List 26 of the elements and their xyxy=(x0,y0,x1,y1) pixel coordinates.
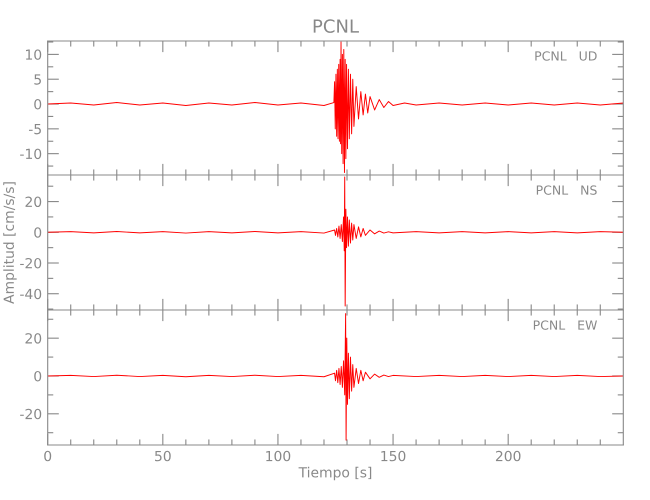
x-tick-label: 100 xyxy=(266,450,290,462)
y-tick-label: 0 xyxy=(34,370,42,382)
y-tick-label: -20 xyxy=(20,408,42,420)
y-tick-label: -10 xyxy=(20,148,42,160)
y-tick-label: -5 xyxy=(28,124,41,134)
y-tick-label: 20 xyxy=(25,196,42,208)
y-tick-label: 0 xyxy=(34,99,42,110)
x-tick-label: 0 xyxy=(44,450,52,462)
x-axis-title: Tiempo [s] xyxy=(298,466,372,480)
y-tick-label: 20 xyxy=(25,333,42,344)
y-axis-title: Amplitud [cm/s/s] xyxy=(3,182,17,304)
annotation: PCNL NS xyxy=(536,185,597,195)
line-series xyxy=(48,42,624,174)
annotation: PCNL UD xyxy=(535,51,597,61)
x-tick-label: 50 xyxy=(155,450,171,462)
line-series xyxy=(48,313,624,441)
x-tick-label: 150 xyxy=(381,450,406,462)
x-tick-label: 200 xyxy=(496,450,521,462)
y-tick-label: 5 xyxy=(34,74,41,85)
annotation: PCNL EW xyxy=(534,320,597,330)
y-tick-label: -40 xyxy=(20,288,42,300)
y-tick-label: 10 xyxy=(26,49,42,60)
y-tick-label: 0 xyxy=(34,227,42,238)
line-series xyxy=(48,176,624,306)
chart-title: PCNL xyxy=(314,19,359,33)
y-tick-label: -20 xyxy=(20,258,42,268)
